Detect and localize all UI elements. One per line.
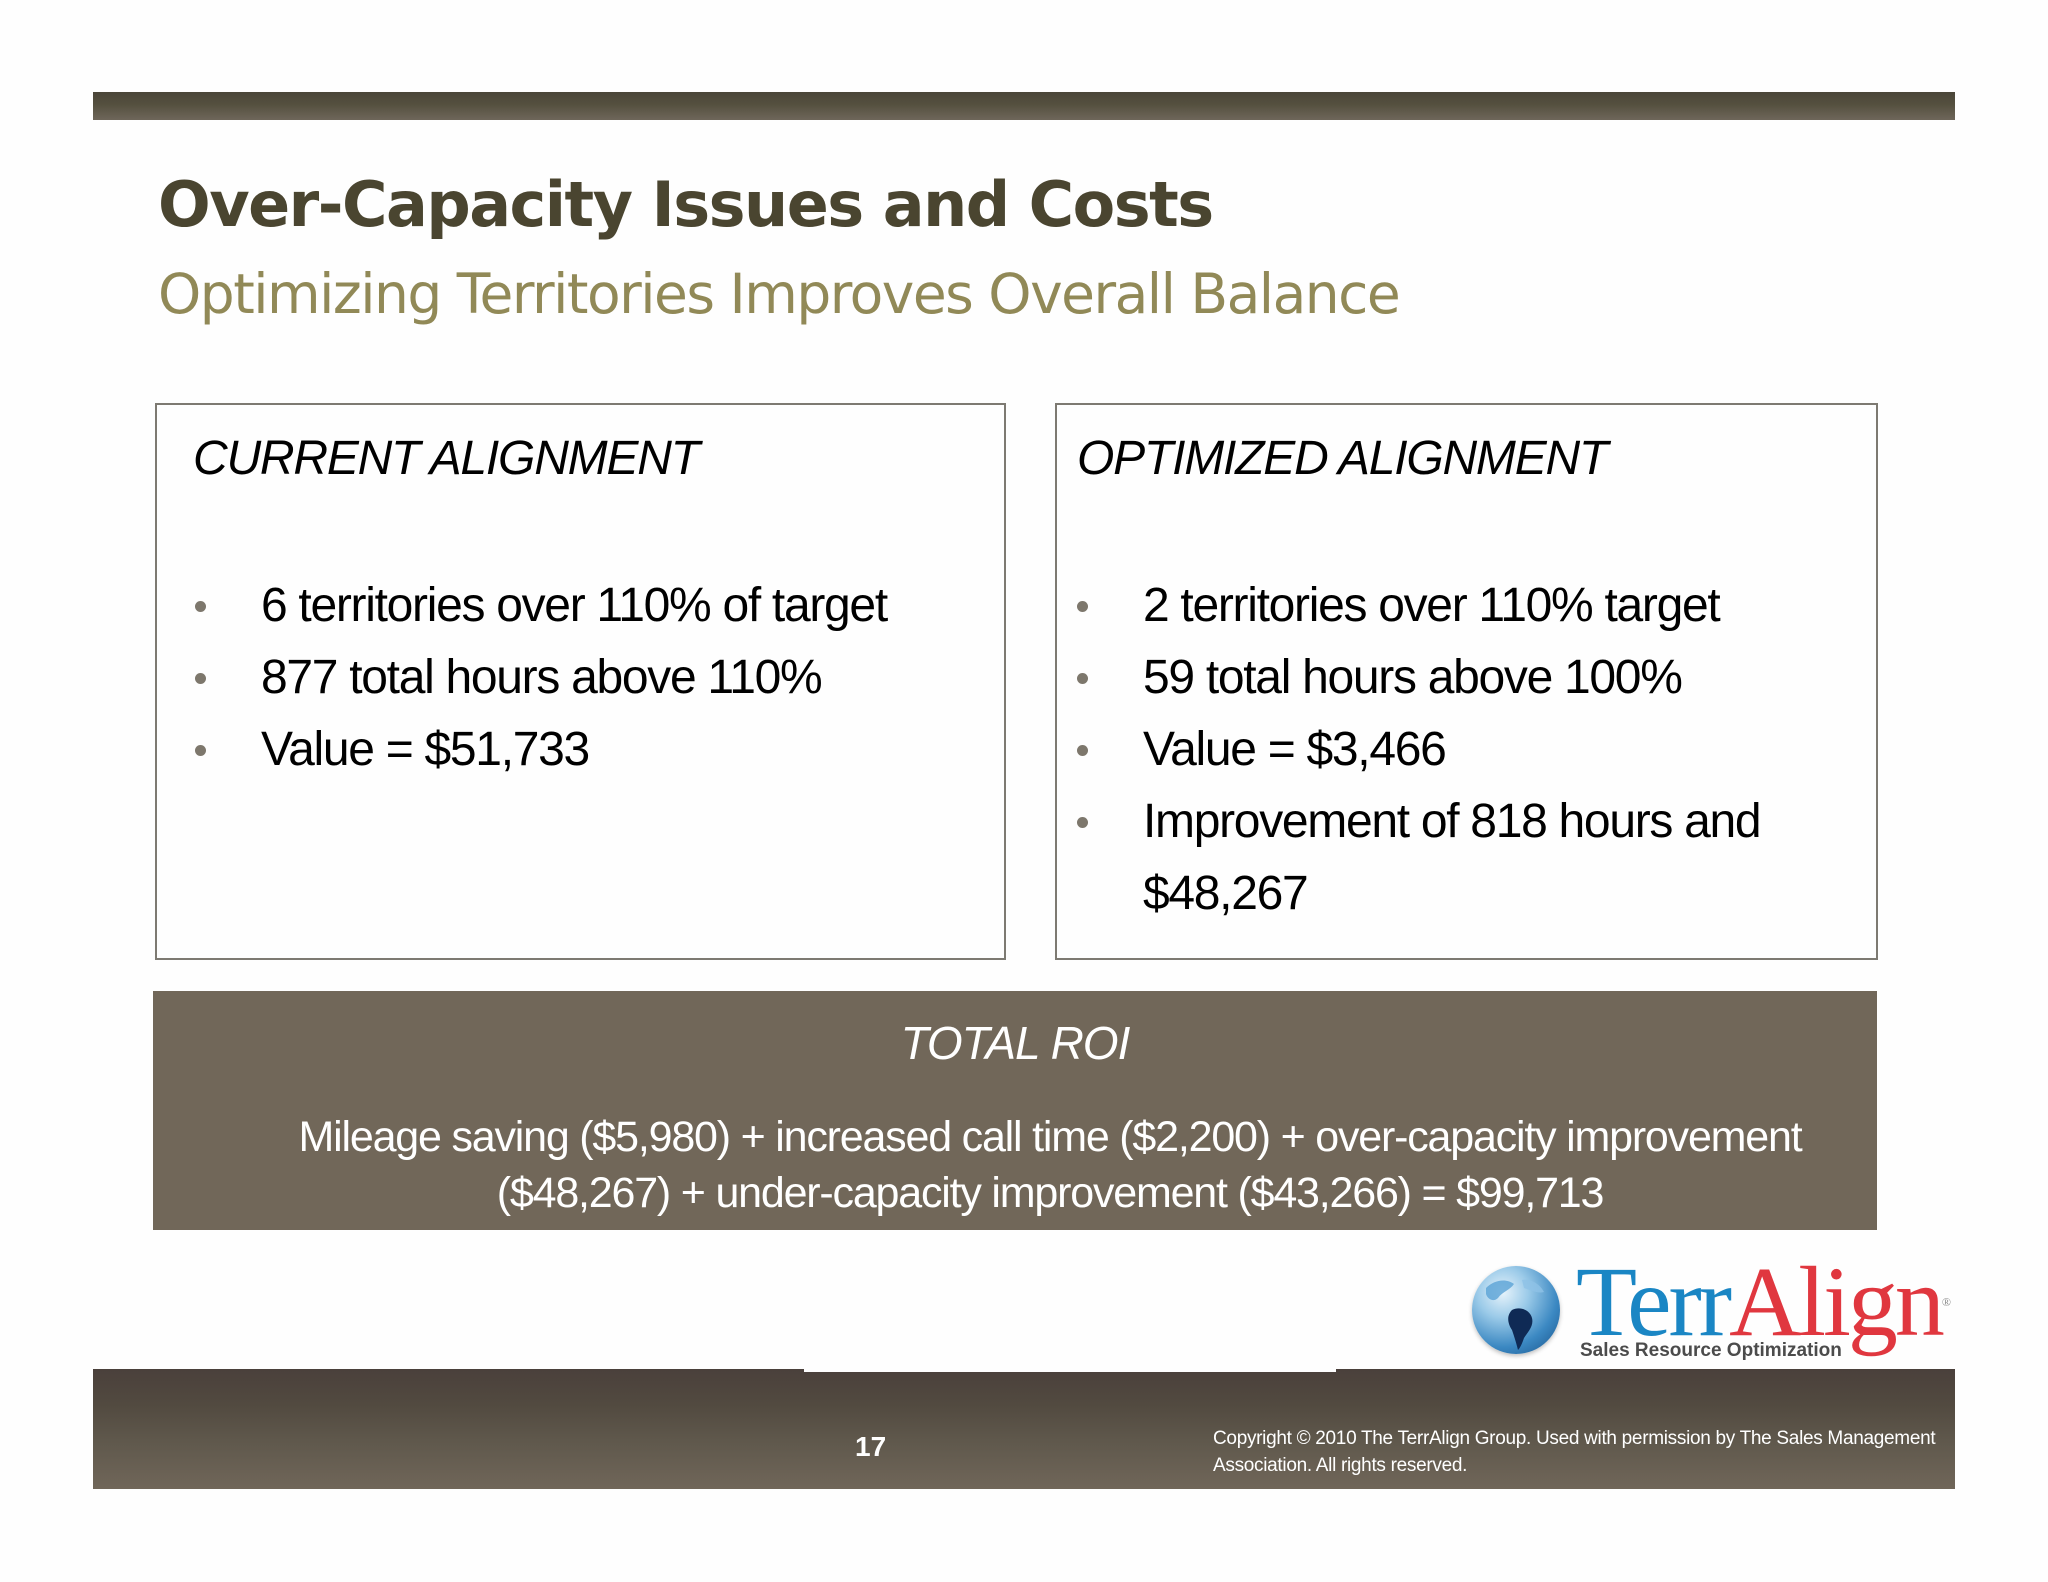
terralign-logo: TerrAlign® Sales Resource Optimization [1468, 1252, 1951, 1368]
total-roi-formula: Mileage saving ($5,980) + increased call… [298, 1113, 1803, 1217]
total-roi-panel: TOTAL ROI Mileage saving ($5,980) + incr… [153, 991, 1877, 1230]
bullet-icon [195, 673, 206, 684]
current-alignment-card: CURRENT ALIGNMENT 6 territories over 110… [155, 403, 1006, 960]
list-item: Value = $3,466 [1073, 714, 1863, 786]
list-item: 877 total hours above 110% [191, 642, 981, 714]
bullet-icon [1077, 745, 1088, 756]
current-alignment-list: 6 territories over 110% of target 877 to… [191, 570, 981, 786]
header-bar [93, 92, 1955, 120]
list-item: Value = $51,733 [191, 714, 981, 786]
page-number: 17 [855, 1431, 887, 1462]
list-item: 59 total hours above 100% [1073, 642, 1863, 714]
total-roi-heading: TOTAL ROI [900, 1017, 1131, 1069]
bullet-icon [195, 601, 206, 612]
bullet-icon [1077, 817, 1088, 828]
optimized-alignment-list: 2 territories over 110% target 59 total … [1073, 570, 1863, 930]
globe-icon [1472, 1266, 1560, 1354]
list-item: 6 territories over 110% of target [191, 570, 981, 642]
optimized-alignment-heading: OPTIMIZED ALIGNMENT [1077, 432, 1608, 485]
current-alignment-heading: CURRENT ALIGNMENT [193, 432, 700, 485]
slide-subtitle: Optimizing Territories Improves Overall … [158, 262, 1401, 326]
slide-title: Over-Capacity Issues and Costs [158, 168, 1214, 241]
bullet-icon [1077, 673, 1088, 684]
list-item: 2 territories over 110% target [1073, 570, 1863, 642]
bullet-icon [195, 745, 206, 756]
optimized-alignment-card: OPTIMIZED ALIGNMENT 2 territories over 1… [1055, 403, 1878, 960]
list-item: Improvement of 818 hours and $48,267 [1073, 786, 1843, 930]
footer-notch [804, 1368, 1336, 1372]
bullet-icon [1077, 601, 1088, 612]
logo-tagline: Sales Resource Optimization [1580, 1340, 1842, 1361]
footer-bar: 17 Copyright © 2010 The TerrAlign Group.… [93, 1368, 1955, 1489]
copyright-notice: Copyright © 2010 The TerrAlign Group. Us… [1213, 1428, 1936, 1476]
logo-wordmark: TerrAlign® [1576, 1246, 1951, 1357]
